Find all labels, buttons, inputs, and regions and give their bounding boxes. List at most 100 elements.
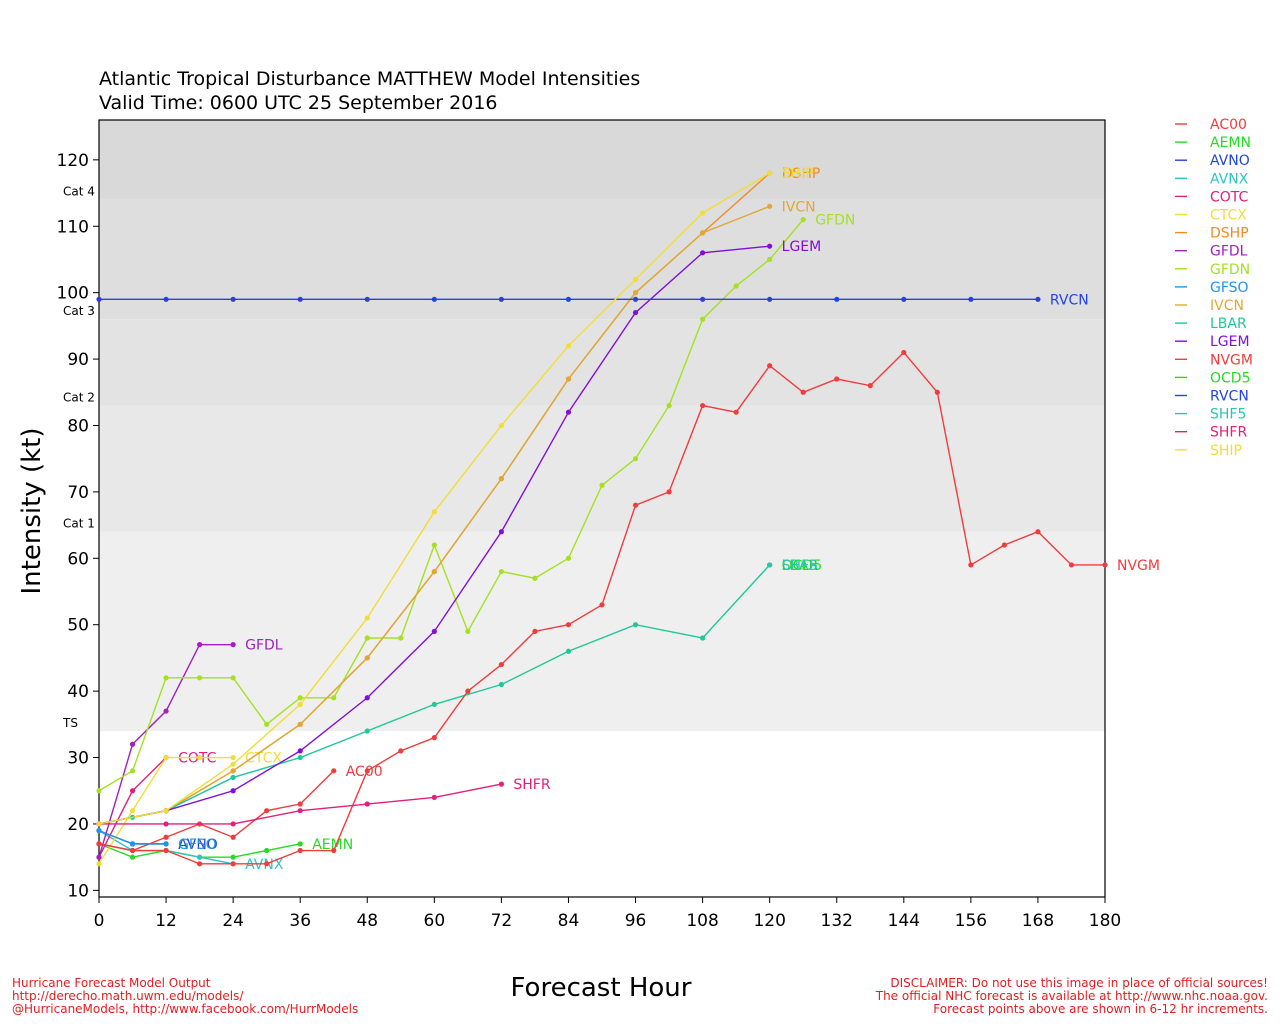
legend-item-aemn: AEMN [1175, 135, 1251, 151]
legend-label: LBAR [1210, 316, 1247, 332]
series-shf5: SHF5 [767, 558, 818, 574]
data-point-gfdn [465, 628, 471, 634]
data-point-nvgm [901, 349, 907, 356]
legend-item-dshp: DSHP [1175, 226, 1249, 242]
data-point-gfdn [398, 635, 404, 641]
y-tick-label: 120 [57, 151, 89, 171]
data-point-ivcn [632, 290, 639, 296]
data-point-gfdn [532, 575, 538, 581]
data-point-nvgm [465, 688, 471, 694]
legend-item-ac00: AC00 [1175, 117, 1247, 133]
y-tick-label: 10 [67, 881, 89, 901]
data-point-rvcn [632, 296, 639, 302]
series-end-label-gfdl: GFDL [245, 638, 283, 654]
data-point-ivcn [364, 655, 370, 661]
data-point-nvgm [264, 861, 270, 867]
data-point-rvcn [834, 296, 840, 302]
data-point-gfdn [96, 788, 102, 794]
y-tick-label: 80 [67, 416, 89, 436]
data-point-lbar [632, 622, 639, 628]
data-point-shfr [297, 808, 303, 814]
data-point-ship [767, 170, 773, 176]
data-point-aemn [230, 854, 236, 860]
x-tick-label: 60 [424, 911, 446, 931]
footer-credit-social[interactable]: @HurricaneModels, http://www.facebook.co… [12, 1002, 359, 1016]
footer-credit-line: Hurricane Forecast Model Output [12, 976, 211, 990]
data-point-lgem [230, 788, 236, 794]
x-tick-label: 180 [1089, 911, 1121, 931]
legend-label: SHF5 [1210, 407, 1246, 423]
series-end-label-ivcn: IVCN [782, 199, 816, 215]
x-tick-label: 168 [1022, 911, 1054, 931]
legend-label: GFSO [1210, 280, 1249, 296]
data-point-nvgm [968, 562, 974, 568]
series-rvcn: RVCN [96, 292, 1089, 308]
data-point-lgem [498, 529, 504, 535]
legend-item-avno: AVNO [1175, 153, 1250, 169]
data-point-gfdn [632, 456, 639, 462]
data-point-shfr [498, 781, 504, 787]
intensity-band [99, 405, 1105, 532]
disclaimer-increments-line: Forecast points above are shown in 6-12 … [933, 1002, 1268, 1016]
data-point-gfdn [163, 675, 169, 681]
series-line-gfdn [98, 219, 804, 792]
data-point-shfr [364, 801, 370, 807]
y-tick-label: 110 [57, 217, 89, 237]
series-end-label-dshp: DSHP [782, 166, 821, 182]
data-point-nvgm [700, 402, 706, 409]
data-point-cotc [129, 788, 136, 794]
y-tick-label: 70 [67, 483, 89, 503]
y-tick-label: 90 [67, 350, 89, 370]
data-point-ac00 [264, 808, 270, 814]
data-point-ivcn [565, 376, 572, 382]
legend-label: AC00 [1210, 117, 1247, 133]
series-end-label-shfr: SHFR [513, 777, 550, 793]
data-point-rvcn [767, 296, 773, 302]
data-point-nvgm [498, 661, 504, 668]
y-tick-label: 60 [67, 549, 89, 569]
data-point-ship [163, 808, 169, 814]
data-point-ship [96, 821, 102, 827]
data-point-lbar [700, 635, 706, 641]
category-label: TS [62, 716, 78, 730]
data-point-rvcn [364, 296, 370, 302]
x-tick-label: 24 [222, 911, 244, 931]
series-layer: AC00AEMNAVNOAVNXCOTCCTCXDSHPGFDLGFDNGFSO… [96, 166, 1160, 873]
legend-label: LGEM [1210, 334, 1250, 350]
data-point-aemn [129, 854, 136, 860]
x-tick-label: 36 [289, 911, 311, 931]
data-point-gfdn [733, 283, 739, 289]
data-point-lbar [498, 681, 504, 688]
legend-item-rvcn: RVCN [1175, 389, 1249, 405]
x-axis: 0 12 24 36 48 60 72 84 96 108 120 132 144 156 168 180 [94, 897, 1121, 931]
category-label: Cat 4 [63, 185, 95, 199]
data-point-gfdn [297, 695, 303, 701]
data-point-nvgm [1102, 562, 1108, 568]
series-end-label-lbar: LBAR [782, 558, 819, 574]
legend: AC00 AEMN AVNO AVNX COTC CTCX DSHP GFDL GFDN GFSO… [1175, 117, 1253, 459]
data-point-rvcn [96, 296, 102, 302]
x-tick-label: 132 [821, 911, 853, 931]
data-point-nvgm [599, 602, 605, 608]
footer-credit-url[interactable]: http://derecho.math.uwm.edu/models/ [12, 989, 244, 1003]
data-point-gfdn [129, 768, 136, 774]
data-point-rvcn [968, 296, 974, 302]
data-point-shfr [431, 794, 437, 800]
data-point-ctcx [197, 754, 203, 761]
legend-item-cotc: COTC [1175, 189, 1249, 205]
series-gfdn: GFDN [96, 213, 855, 794]
data-point-ship [632, 276, 639, 282]
data-point-shfr [163, 821, 169, 827]
y-axis: 10 20 30 40 50 60 70 80 90 100 110 120 [57, 151, 99, 901]
legend-item-lbar: LBAR [1175, 316, 1247, 332]
data-point-nvgm [532, 628, 538, 634]
data-point-nvgm [800, 389, 806, 395]
data-point-nvgm [297, 847, 303, 854]
data-point-lgem [431, 628, 437, 634]
legend-label: OCD5 [1210, 370, 1250, 386]
data-point-ivcn [700, 230, 706, 236]
data-point-gfdn [767, 256, 773, 263]
series-ship: SHIP [96, 166, 814, 827]
legend-item-avnx: AVNX [1175, 171, 1249, 187]
data-point-aemn [264, 847, 270, 854]
